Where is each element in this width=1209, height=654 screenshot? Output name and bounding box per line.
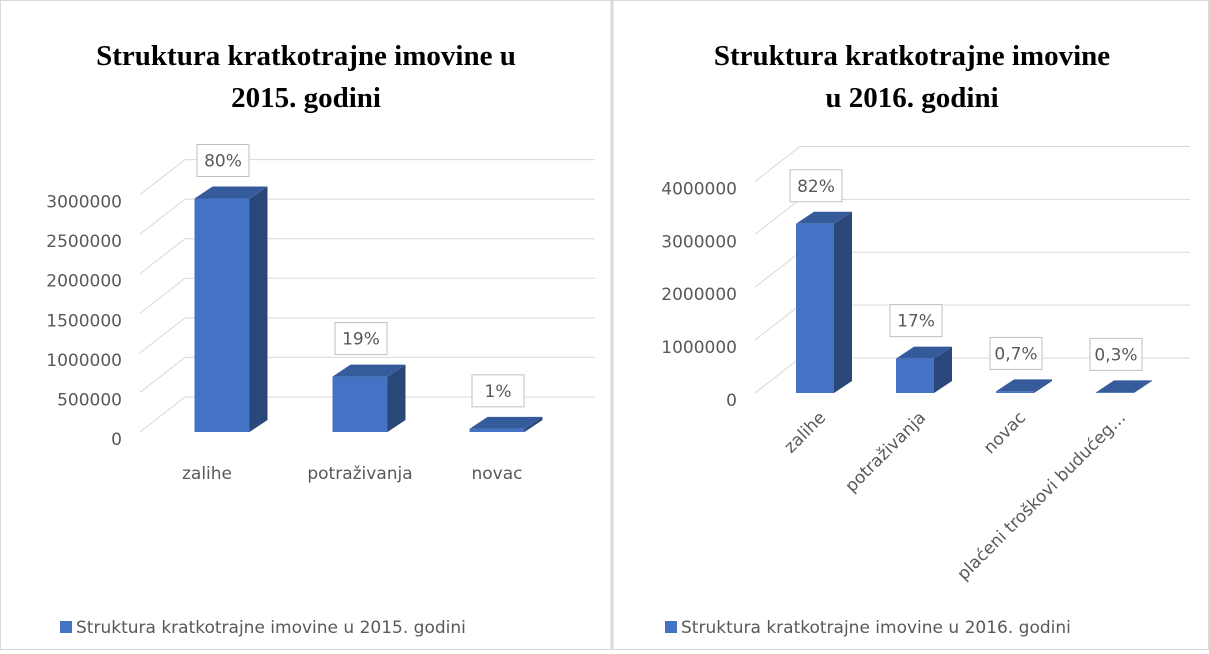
y-tick-label: 3000000	[46, 193, 122, 213]
annotation-box	[334, 322, 388, 356]
bar-top	[796, 211, 852, 224]
y-tick-label: 1500000	[46, 311, 122, 331]
annotation: 82%	[797, 177, 835, 197]
bar	[469, 428, 525, 432]
annotation-box	[471, 374, 525, 408]
annotation: 80%	[204, 152, 242, 172]
x-tick-label: novac	[472, 464, 523, 484]
bar-side	[387, 364, 406, 432]
annotation: 1%	[485, 382, 512, 402]
y-tick-label: 4000000	[661, 179, 737, 199]
legend-swatch	[60, 621, 72, 633]
chart-title: Struktura kratkotrajne imovine u 2016. go…	[714, 40, 1110, 114]
y-tick-label: 1000000	[661, 338, 737, 358]
grid-line	[139, 277, 595, 314]
y-tick-label: 500000	[57, 390, 122, 410]
grid-line	[139, 198, 595, 235]
legend-label: Struktura kratkotrajne imovine u 2016. g…	[681, 618, 1071, 638]
annotation-box	[989, 336, 1043, 370]
legend-swatch	[665, 621, 677, 633]
x-tick-label: potraživanja	[307, 464, 412, 484]
bar	[1096, 392, 1134, 393]
bar	[896, 358, 934, 393]
bar-side	[834, 211, 852, 393]
grid-line	[139, 356, 595, 393]
annotation-box	[196, 144, 250, 178]
annotation: 17%	[897, 312, 935, 332]
bar-side	[249, 186, 268, 432]
grid-line	[139, 159, 595, 195]
bar-top	[896, 346, 952, 359]
y-tick-label: 2500000	[46, 232, 122, 252]
bar-side	[934, 346, 952, 393]
x-tick-label: zalihe	[182, 464, 232, 484]
bar	[332, 376, 388, 432]
bar-side	[1134, 380, 1152, 393]
grid-line	[139, 396, 595, 433]
bar-side	[524, 416, 543, 432]
y-tick-label: 0	[726, 391, 737, 411]
chart-title: Struktura kratkotrajne imovine u 2015. go…	[96, 40, 516, 114]
grid-line	[754, 145, 1190, 182]
x-tick-label: zalihe	[781, 408, 831, 458]
annotation: 19%	[342, 330, 380, 350]
annotation-box	[889, 304, 943, 338]
annotation: 0,7%	[994, 344, 1037, 364]
x-tick-label: plaćeni troškovi budućeg…	[953, 408, 1130, 585]
bar-side	[1034, 379, 1052, 393]
annotation: 0,3%	[1094, 345, 1137, 365]
grid-line	[139, 238, 595, 275]
bar-top	[996, 379, 1052, 392]
bar-top	[332, 364, 406, 377]
x-tick-label: potraživanja	[841, 408, 930, 497]
y-tick-label: 1000000	[46, 351, 122, 371]
annotation-box	[789, 169, 843, 203]
bar-top	[194, 186, 268, 199]
annotation-box	[1089, 337, 1143, 371]
y-tick-label: 2000000	[46, 272, 122, 292]
bar	[996, 391, 1034, 393]
bar-top	[469, 416, 543, 429]
bar	[194, 198, 250, 432]
bar-top	[1096, 380, 1152, 393]
x-tick-label: novac	[980, 408, 1030, 458]
legend-label: Struktura kratkotrajne imovine u 2015. g…	[76, 618, 466, 638]
y-tick-label: 0	[111, 430, 122, 450]
y-tick-label: 3000000	[661, 232, 737, 252]
grid-line	[139, 317, 595, 354]
y-tick-label: 2000000	[661, 285, 737, 305]
bar	[796, 223, 834, 393]
